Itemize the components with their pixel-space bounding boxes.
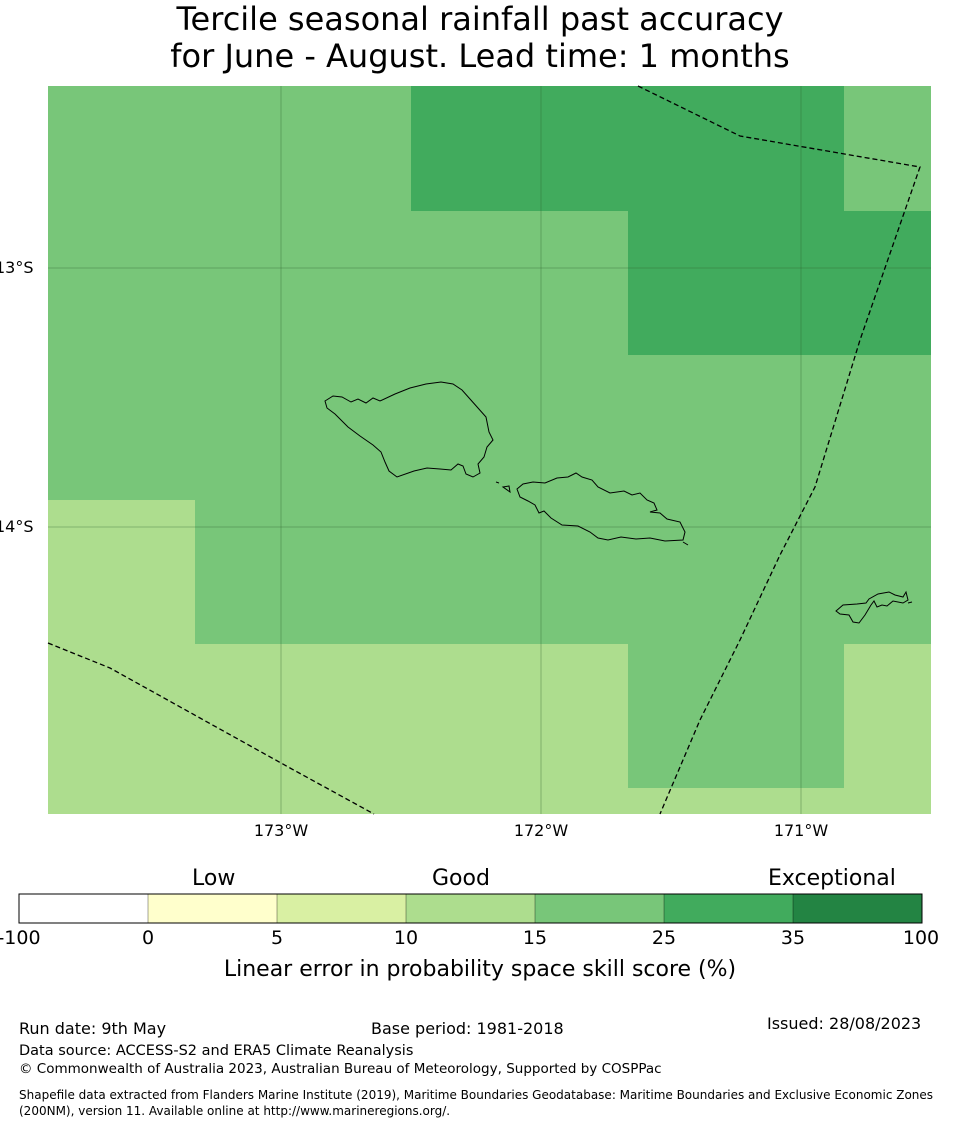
lon-label-172w: 172°W xyxy=(513,821,569,840)
shapefile-credit-line2: (200NM), version 11. Available online at… xyxy=(19,1104,451,1118)
data-source: Data source: ACCESS-S2 and ERA5 Climate … xyxy=(19,1043,414,1059)
colorbar-category-exceptional: Exceptional xyxy=(768,866,896,891)
colorbar-tick-label: 25 xyxy=(651,927,677,949)
copyright-notice: © Commonwealth of Australia 2023, Austra… xyxy=(19,1061,662,1077)
colorbar-category-low: Low xyxy=(192,866,236,891)
colorbar xyxy=(18,893,923,924)
map-title-line1: Tercile seasonal rainfall past accuracy xyxy=(176,0,784,38)
colorbar-swatch-4 xyxy=(535,894,664,923)
lon-label-171w: 171°W xyxy=(773,821,829,840)
colorbar-tick-label: 15 xyxy=(522,927,548,949)
island-upolu xyxy=(516,472,686,542)
lat-label-13s: 13°S xyxy=(0,258,34,277)
colorbar-tick-label: 10 xyxy=(393,927,419,949)
colorbar-swatch-2 xyxy=(277,894,406,923)
skill-cell-high-north xyxy=(411,86,844,211)
base-period: Base period: 1981-2018 xyxy=(371,1019,564,1038)
island-apolima xyxy=(501,485,511,494)
skill-cell-low-sw xyxy=(48,500,195,644)
island-upolu-tip xyxy=(682,541,689,546)
colorbar-tick-label: 35 xyxy=(780,927,806,949)
lon-label-173w: 173°W xyxy=(253,821,309,840)
issued-date: Issued: 28/08/2023 xyxy=(767,1014,922,1033)
graticule xyxy=(48,86,931,814)
skill-cell-low-south xyxy=(48,644,628,814)
colorbar-tick-label: 0 xyxy=(141,927,155,949)
colorbar-frame xyxy=(18,893,923,924)
colorbar-swatch-6 xyxy=(793,894,922,923)
colorbar-axis-label: Linear error in probability space skill … xyxy=(223,957,737,982)
colorbar-tick-label: -100 xyxy=(0,927,41,949)
map-title-line2: for June - August. Lead time: 1 months xyxy=(170,37,790,75)
island-aunuu xyxy=(907,601,913,604)
colorbar-swatch-1 xyxy=(148,894,277,923)
island-manono xyxy=(495,481,500,484)
skill-cell-low-se xyxy=(844,644,931,814)
colorbar-swatch-0 xyxy=(19,894,148,923)
island-savaii xyxy=(324,381,494,478)
eez-boundaries xyxy=(47,85,921,815)
colorbar-swatch-5 xyxy=(664,894,793,923)
shapefile-credit-line1: Shapefile data extracted from Flanders M… xyxy=(19,1088,934,1102)
colorbar-tick-label: 100 xyxy=(902,927,940,949)
run-date: Run date: 9th May xyxy=(19,1019,167,1038)
colorbar-category-good: Good xyxy=(432,866,490,891)
island-tutuila xyxy=(835,590,909,624)
lat-label-14s: 14°S xyxy=(0,517,34,536)
colorbar-swatch-3 xyxy=(406,894,535,923)
skill-cell-low-bottom xyxy=(628,788,844,814)
skill-cell-high-east xyxy=(628,211,931,355)
colorbar-tick-label: 5 xyxy=(270,927,284,949)
